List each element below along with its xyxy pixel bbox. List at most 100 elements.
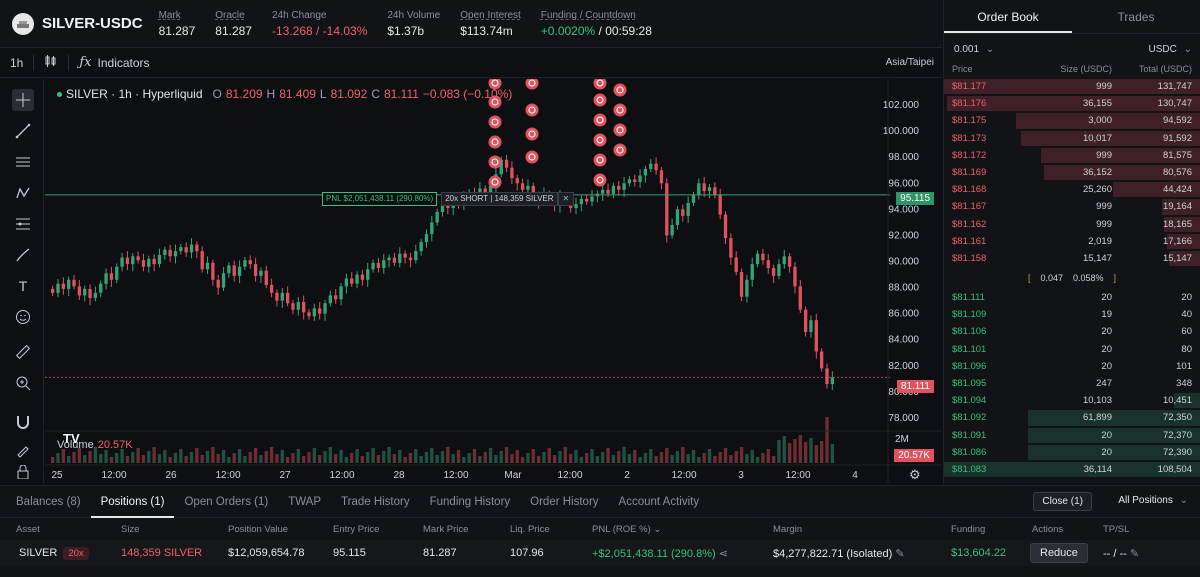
pattern-icon[interactable] (12, 182, 34, 204)
lock-icon[interactable] (12, 465, 34, 479)
position-row[interactable]: SILVER 20x 148,359 SILVER $12,059,654.78 … (0, 540, 1200, 566)
close-all-button[interactable]: Close (1) (1033, 492, 1092, 511)
bid-row[interactable]: $81.083 36,114 108,504 (944, 461, 1200, 478)
candles-icon (44, 54, 58, 71)
bid-row[interactable]: $81.092 61,899 72,350 (944, 409, 1200, 426)
bid-row[interactable]: $81.086 20 72,390 (944, 444, 1200, 461)
indicators-button[interactable]: ƒx Indicators (69, 48, 159, 77)
ask-row[interactable]: $81.176 36,155 130,747 (944, 95, 1200, 112)
order-size: 20 (1101, 292, 1112, 304)
volume-bar (302, 456, 306, 463)
reduce-button[interactable]: Reduce (1030, 543, 1088, 563)
candle-body (691, 195, 696, 203)
tab-trades[interactable]: Trades (1117, 10, 1155, 24)
candle-body (248, 260, 252, 265)
emoji-icon[interactable] (12, 306, 34, 328)
spread-row: [ 0.047 0.058% ] (944, 269, 1200, 287)
close-position-icon[interactable]: ✕ (557, 192, 575, 206)
ask-row[interactable]: $81.162 999 18,165 (944, 216, 1200, 233)
tab-trade-history[interactable]: Trade History (341, 495, 410, 508)
magnet-icon[interactable] (12, 411, 34, 433)
position-overlay[interactable]: PNL $2,051,438.11 (290.80%) 20x SHORT | … (322, 192, 575, 206)
depth-bar (1028, 410, 1200, 426)
tab-open-orders[interactable]: Open Orders (1) (184, 495, 269, 508)
positions-filter[interactable]: All Positions ⌄ (1118, 495, 1188, 506)
settings-gear-icon[interactable]: ⚙ (909, 467, 921, 482)
bid-row[interactable]: $81.096 20 101 (944, 358, 1200, 375)
sell-marker-icon (525, 79, 539, 90)
sell-marker-icon (593, 79, 607, 90)
y-tick-label: 98.000 (888, 152, 919, 163)
legend-symbol: SILVER · 1h · Hyperliquid (66, 87, 203, 101)
tab-positions[interactable]: Positions (1) (90, 486, 175, 518)
candlestick-chart[interactable]: 102.000 100.000 98.000 96.000 94.000 92.000 90… (45, 79, 942, 484)
ruler-icon[interactable] (12, 341, 34, 363)
ask-row[interactable]: $81.161 2,019 17,166 (944, 233, 1200, 250)
crosshair-icon[interactable] (12, 89, 34, 111)
ask-row[interactable]: $81.175 3,000 94,592 (944, 112, 1200, 129)
legend-high: 81.409 (279, 87, 316, 101)
volume-bar (830, 444, 834, 463)
tab-funding-history[interactable]: Funding History (429, 495, 511, 508)
volume-bar (750, 450, 754, 463)
drawing-tools: T (0, 79, 44, 484)
volume-bar (291, 453, 295, 463)
text-icon[interactable]: T (18, 278, 28, 294)
candle-body (408, 257, 413, 261)
interval-button[interactable]: 1h (10, 55, 24, 70)
zoom-icon[interactable] (12, 372, 34, 394)
bid-row[interactable]: $81.095 247 348 (944, 375, 1200, 392)
tick-size-select[interactable]: 0.001 ⌄ (954, 44, 994, 64)
ask-row[interactable]: $81.167 999 19,164 (944, 198, 1200, 215)
ask-row[interactable]: $81.158 15,147 15,147 (944, 250, 1200, 267)
candle-body (189, 244, 194, 253)
ask-row[interactable]: $81.168 25,260 44,424 (944, 181, 1200, 198)
fib-icon[interactable] (12, 213, 34, 235)
ask-row[interactable]: $81.172 999 81,575 (944, 147, 1200, 164)
order-size: 20 (1101, 429, 1112, 441)
pencil-lock-icon[interactable] (12, 439, 34, 461)
tab-account-activity[interactable]: Account Activity (618, 495, 700, 508)
volume-bar (617, 451, 621, 463)
edit-icon[interactable]: ✎ (895, 547, 905, 560)
position-asset[interactable]: SILVER 20x (19, 547, 89, 560)
volume-bar (200, 455, 204, 463)
volume-bar (569, 454, 573, 463)
tab-order-history[interactable]: Order History (530, 495, 599, 508)
bid-row[interactable]: $81.091 20 72,370 (944, 427, 1200, 444)
ask-row[interactable]: $81.173 10,017 91,592 (944, 130, 1200, 147)
horizontal-lines-icon[interactable] (12, 151, 34, 173)
order-price: $81.106 (952, 326, 987, 338)
timezone-label[interactable]: Asia/Taipei (885, 57, 934, 68)
volume-bar (157, 454, 162, 463)
volume-bar (467, 453, 471, 463)
bid-row[interactable]: $81.094 10,103 10,451 (944, 392, 1200, 409)
ask-row[interactable]: $81.177 999 131,747 (944, 78, 1200, 95)
chevron-down-icon: ⌄ (653, 523, 662, 535)
tab-balances[interactable]: Balances (8) (16, 495, 81, 508)
candle-body (793, 266, 797, 287)
market-selector[interactable]: SILVER-USDC (42, 15, 143, 32)
unit-select[interactable]: USDC ⌄ (1148, 44, 1192, 64)
share-icon[interactable]: ⋖ (718, 547, 728, 560)
chart-type-button[interactable] (34, 48, 68, 77)
volume-bar (403, 457, 407, 463)
bid-row[interactable]: $81.109 19 40 (944, 306, 1200, 323)
y-tick-label: 78.000 (888, 413, 919, 424)
ask-row[interactable]: $81.169 36,152 80,576 (944, 164, 1200, 181)
col-size: Size (USDC) (1060, 64, 1112, 74)
trend-line-icon[interactable] (12, 120, 34, 142)
sell-marker-glyph (528, 153, 536, 161)
brush-icon[interactable] (12, 244, 34, 266)
col-pnl[interactable]: PNL (ROE %) ⌄ (592, 524, 661, 535)
tab-order-book[interactable]: Order Book (944, 0, 1072, 33)
price-chart[interactable]: 102.000 100.000 98.000 96.000 94.000 92.000 90… (45, 79, 942, 484)
bid-row[interactable]: $81.106 20 60 (944, 323, 1200, 340)
edit-icon[interactable]: ✎ (1129, 547, 1140, 560)
candle-body (312, 308, 316, 317)
tab-twap[interactable]: TWAP (288, 495, 322, 508)
bid-row[interactable]: $81.111 20 20 (944, 289, 1200, 306)
tradingview-logo-icon[interactable]: TV (63, 431, 80, 446)
bid-row[interactable]: $81.101 20 80 (944, 341, 1200, 358)
candle-body (366, 269, 370, 280)
